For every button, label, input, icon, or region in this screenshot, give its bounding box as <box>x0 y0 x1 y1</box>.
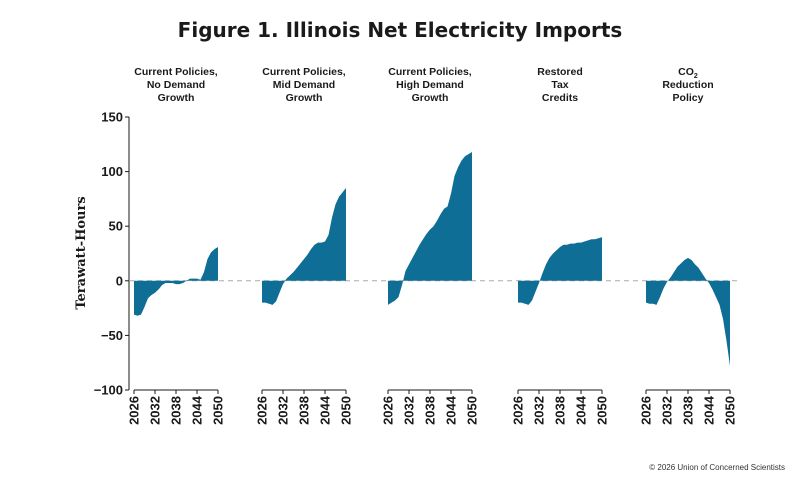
x-tick-label: 2026 <box>255 396 270 425</box>
panel-title-line: Current Policies, <box>134 66 218 78</box>
y-axis-label: Terawatt-Hours <box>74 196 89 309</box>
y-tick-label: 50 <box>109 219 123 234</box>
panel-title-line: Growth <box>412 92 449 104</box>
x-tick-label: 2050 <box>595 396 610 425</box>
x-tick-label: 2038 <box>681 396 696 425</box>
y-tick-label: 150 <box>101 110 123 125</box>
x-tick-label: 2044 <box>702 395 717 425</box>
panel-title-line: Restored <box>537 66 583 78</box>
y-tick-label: 100 <box>101 164 123 179</box>
x-tick-label: 2032 <box>532 396 547 425</box>
series-area <box>262 187 346 305</box>
x-tick-label: 2050 <box>339 396 354 425</box>
y-tick-label: −50 <box>101 328 123 343</box>
panel-title-line: Policy <box>673 92 704 104</box>
panel-title-line: High Demand <box>396 79 464 91</box>
series-area <box>646 257 730 366</box>
x-tick-label: 2038 <box>169 396 184 425</box>
x-tick-label: 2032 <box>148 396 163 425</box>
chart-title: Figure 1. Illinois Net Electricity Impor… <box>178 18 623 42</box>
x-tick-label: 2032 <box>276 396 291 425</box>
panel-title-line: Growth <box>158 92 195 104</box>
series-area <box>134 246 218 316</box>
panel-title-line: Current Policies, <box>262 66 346 78</box>
x-tick-label: 2026 <box>511 396 526 425</box>
series-area <box>518 237 602 305</box>
series-area <box>388 151 472 305</box>
x-tick-label: 2026 <box>127 396 142 425</box>
x-tick-label: 2026 <box>381 396 396 425</box>
x-tick-label: 2038 <box>297 396 312 425</box>
x-tick-label: 2050 <box>465 396 480 425</box>
y-axis: 150 100 50 0 −50 −100 <box>94 110 130 398</box>
x-tick-label: 2032 <box>660 396 675 425</box>
x-tick-label: 2038 <box>423 396 438 425</box>
panel-title-line: Credits <box>542 92 578 104</box>
panel-title-line: Current Policies, <box>388 66 472 78</box>
panel-title-line: No Demand <box>147 79 205 91</box>
x-tick-label: 2032 <box>402 396 417 425</box>
panel-title-line: Reduction <box>662 79 713 91</box>
panel-title-line: CO2 <box>678 66 698 80</box>
panel-title-line: Growth <box>286 92 323 104</box>
x-tick-label: 2038 <box>553 396 568 425</box>
x-tick-label: 2044 <box>574 395 589 425</box>
panel-title-line: Tax <box>551 79 568 91</box>
y-tick-label: −100 <box>94 383 123 398</box>
x-tick-label: 2044 <box>318 395 333 425</box>
x-tick-label: 2044 <box>190 395 205 425</box>
y-tick-label: 0 <box>116 273 123 288</box>
x-tick-label: 2050 <box>723 396 738 425</box>
x-tick-label: 2044 <box>444 395 459 425</box>
x-tick-label: 2026 <box>639 396 654 425</box>
x-tick-label: 2050 <box>211 396 226 425</box>
copyright-credit: © 2026 Union of Concerned Scientists <box>649 463 785 472</box>
panel-title-line: Mid Demand <box>273 79 335 91</box>
